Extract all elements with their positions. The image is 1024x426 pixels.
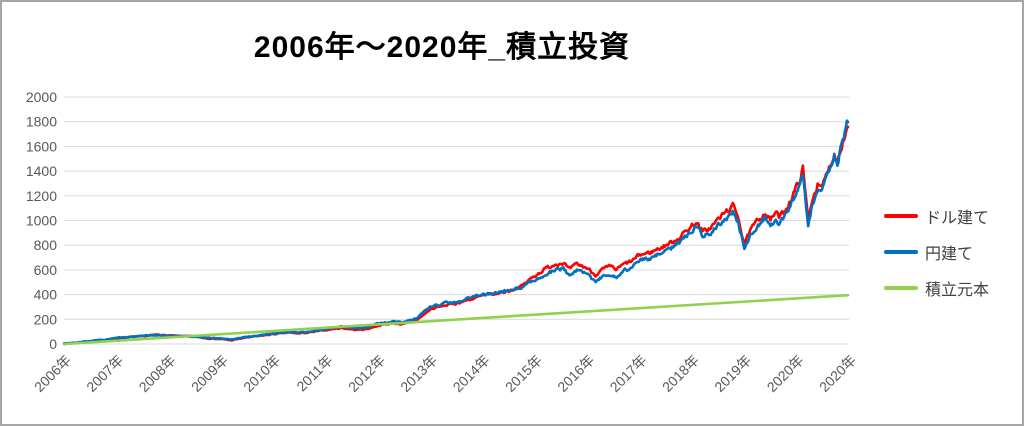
svg-text:2000: 2000: [26, 89, 57, 105]
svg-text:2020年: 2020年: [764, 352, 807, 395]
legend-line-swatch-principal: [884, 286, 918, 290]
legend-item-yen: 円建て: [884, 234, 1020, 270]
svg-text:2007年: 2007年: [83, 352, 126, 395]
svg-text:2009年: 2009年: [188, 352, 231, 395]
svg-text:2011年: 2011年: [293, 352, 336, 395]
svg-text:1000: 1000: [26, 213, 57, 229]
legend-line-swatch-dollar: [884, 214, 918, 218]
svg-text:2018年: 2018年: [659, 352, 702, 395]
svg-text:2015年: 2015年: [502, 352, 545, 395]
svg-text:1600: 1600: [26, 138, 57, 154]
svg-text:200: 200: [34, 311, 58, 327]
svg-text:2006年: 2006年: [31, 352, 74, 395]
svg-text:400: 400: [34, 287, 58, 303]
svg-text:2014年: 2014年: [450, 352, 493, 395]
svg-text:2019年: 2019年: [711, 352, 754, 395]
svg-text:800: 800: [34, 237, 58, 253]
svg-text:600: 600: [34, 262, 58, 278]
svg-text:1400: 1400: [26, 163, 57, 179]
svg-text:2020年: 2020年: [816, 352, 859, 395]
svg-text:2013年: 2013年: [397, 352, 440, 395]
legend-line-swatch-yen: [884, 250, 918, 254]
svg-text:2008年: 2008年: [136, 352, 179, 395]
svg-text:1800: 1800: [26, 114, 57, 130]
legend-label-principal: 積立元本: [925, 282, 990, 299]
svg-text:0: 0: [49, 336, 57, 352]
svg-text:2010年: 2010年: [240, 352, 283, 395]
chart-title: 2006年～2020年_積立投資: [253, 31, 631, 64]
legend-item-principal: 積立元本: [884, 270, 1020, 306]
svg-text:2017年: 2017年: [607, 352, 650, 395]
legend-label-yen: 円建て: [925, 246, 974, 263]
chart-legend: ドル建て 円建て 積立元本: [884, 198, 1020, 306]
svg-text:1200: 1200: [26, 188, 57, 204]
svg-text:2016年: 2016年: [554, 352, 597, 395]
legend-item-dollar: ドル建て: [884, 198, 1020, 234]
legend-label-dollar: ドル建て: [925, 210, 990, 227]
svg-text:2012年: 2012年: [345, 352, 388, 395]
